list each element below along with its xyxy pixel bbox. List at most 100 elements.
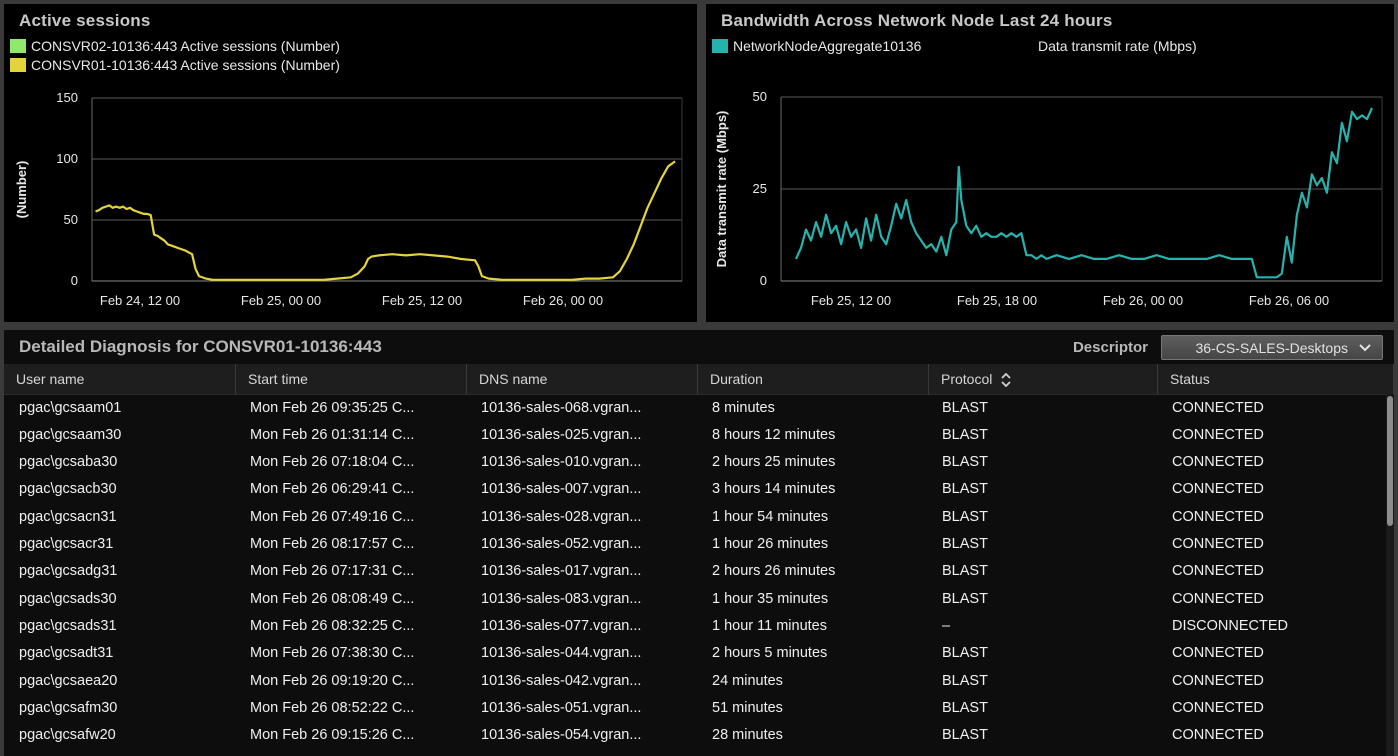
legend-item-network-node[interactable]: NetworkNodeAggregate10136 bbox=[712, 38, 921, 54]
legend-swatch-network-node bbox=[712, 39, 728, 53]
user-name-cell: pgac\gcsacb30 bbox=[19, 481, 117, 498]
user-name-cell: pgac\gcsaam30 bbox=[19, 426, 122, 443]
column-header-start-time[interactable]: Start time bbox=[236, 364, 467, 394]
dns-name-cell: 10136-sales-077.vgran... bbox=[481, 617, 642, 634]
column-header-label: Status bbox=[1170, 371, 1210, 387]
sessions-y-tick-label: 150 bbox=[56, 90, 78, 105]
status-cell: CONNECTED bbox=[1172, 454, 1264, 471]
user-name-cell: pgac\gcsafw20 bbox=[19, 727, 116, 744]
protocol-cell: BLAST bbox=[942, 399, 988, 416]
user-name-cell: pgac\gcsadg31 bbox=[19, 563, 118, 580]
bandwidth-series-line bbox=[794, 107, 1374, 279]
table-row[interactable]: pgac\gcsacb30 Mon Feb 26 06:29:41 C... 101… bbox=[4, 476, 1384, 503]
duration-cell: 1 hour 54 minutes bbox=[712, 508, 829, 525]
dns-name-cell: 10136-sales-083.vgran... bbox=[481, 590, 642, 607]
table-row[interactable]: pgac\gcsaea20 Mon Feb 26 09:19:20 C... 101… bbox=[4, 668, 1384, 695]
legend-swatch-consvr01 bbox=[10, 58, 26, 72]
descriptor-select[interactable]: 36-CS-SALES-Desktops bbox=[1161, 335, 1383, 360]
column-header-dns-name[interactable]: DNS name bbox=[467, 364, 698, 394]
dns-name-cell: 10136-sales-044.vgran... bbox=[481, 645, 642, 662]
table-row[interactable]: pgac\gcsacn31 Mon Feb 26 07:49:16 C... 101… bbox=[4, 504, 1384, 531]
status-cell: CONNECTED bbox=[1172, 672, 1264, 689]
active-sessions-title: Active sessions bbox=[19, 11, 151, 30]
sessions-x-tick-label: Feb 24, 12 00 bbox=[100, 293, 180, 308]
start-time-cell: Mon Feb 26 08:52:22 C... bbox=[250, 699, 415, 716]
sessions-x-tick-label: Feb 25, 12 00 bbox=[382, 293, 462, 308]
table-row[interactable]: pgac\gcsacr31 Mon Feb 26 08:17:57 C... 101… bbox=[4, 531, 1384, 558]
bandwidth-y-tick-label: 25 bbox=[753, 181, 767, 196]
sessions-y-axis-title: (Number) bbox=[14, 161, 29, 219]
active-sessions-panel: Active sessions CONSVR02-10136:443 Activ… bbox=[4, 4, 697, 322]
protocol-cell: BLAST bbox=[942, 454, 988, 471]
table-row[interactable]: pgac\gcsads30 Mon Feb 26 08:08:49 C... 101… bbox=[4, 586, 1384, 613]
active-sessions-chart: 0 50 100 150 Feb 24, 12 00 Feb 25, 00 00 Feb 2… bbox=[14, 90, 683, 308]
dns-name-cell: 10136-sales-028.vgran... bbox=[481, 508, 642, 525]
protocol-cell: BLAST bbox=[942, 563, 988, 580]
sort-icon[interactable] bbox=[1000, 372, 1012, 388]
table-scrollbar[interactable] bbox=[1386, 394, 1394, 756]
scrollbar-thumb[interactable] bbox=[1387, 396, 1393, 526]
table-row[interactable]: pgac\gcsafw20 Mon Feb 26 09:15:26 C... 101… bbox=[4, 722, 1384, 749]
status-cell: CONNECTED bbox=[1172, 481, 1264, 498]
dns-name-cell: 10136-sales-010.vgran... bbox=[481, 454, 642, 471]
start-time-cell: Mon Feb 26 06:29:41 C... bbox=[250, 481, 415, 498]
start-time-cell: Mon Feb 26 07:18:04 C... bbox=[250, 454, 415, 471]
status-cell: CONNECTED bbox=[1172, 590, 1264, 607]
user-name-cell: pgac\gcsads31 bbox=[19, 617, 117, 634]
user-name-cell: pgac\gcsaba30 bbox=[19, 454, 118, 471]
user-name-cell: pgac\gcsaea20 bbox=[19, 672, 118, 689]
dns-name-cell: 10136-sales-052.vgran... bbox=[481, 536, 642, 552]
bandwidth-title: Bandwidth Across Network Node Last 24 ho… bbox=[721, 11, 1113, 30]
duration-cell: 2 hours 5 minutes bbox=[712, 645, 828, 662]
chevron-down-icon bbox=[1356, 336, 1374, 359]
protocol-cell: BLAST bbox=[942, 727, 988, 744]
descriptor-label: Descriptor bbox=[1072, 339, 1148, 356]
bandwidth-y-axis-title: Data transmit rate (Mbps) bbox=[714, 111, 729, 268]
column-header-user-name[interactable]: User name bbox=[4, 364, 236, 394]
duration-cell: 3 hours 14 minutes bbox=[712, 481, 836, 498]
status-cell: CONNECTED bbox=[1172, 508, 1264, 525]
legend-swatch-consvr02 bbox=[10, 39, 26, 53]
protocol-cell: BLAST bbox=[942, 699, 988, 716]
user-name-cell: pgac\gcsadt31 bbox=[19, 645, 114, 662]
start-time-cell: Mon Feb 26 07:17:31 C... bbox=[250, 563, 415, 580]
protocol-cell: BLAST bbox=[942, 672, 988, 689]
duration-cell: 1 hour 11 minutes bbox=[712, 617, 827, 634]
table-row[interactable]: pgac\gcsafm30 Mon Feb 26 08:52:22 C... 101… bbox=[4, 695, 1384, 722]
status-cell: CONNECTED bbox=[1172, 699, 1264, 716]
table-row[interactable]: pgac\gcsads31 Mon Feb 26 08:32:25 C... 101… bbox=[4, 613, 1384, 640]
duration-cell: 2 hours 25 minutes bbox=[712, 454, 836, 471]
bandwidth-x-tick-label: Feb 26, 00 00 bbox=[1103, 293, 1183, 308]
sessions-y-tick-label: 100 bbox=[56, 151, 78, 166]
legend-label-network-node: NetworkNodeAggregate10136 bbox=[733, 38, 922, 54]
column-header-duration[interactable]: Duration bbox=[698, 364, 929, 394]
protocol-cell: BLAST bbox=[942, 426, 988, 443]
user-name-cell: pgac\gcsacn31 bbox=[19, 508, 117, 525]
protocol-cell: BLAST bbox=[942, 645, 988, 662]
start-time-cell: Mon Feb 26 07:38:30 C... bbox=[250, 645, 415, 662]
status-cell: CONNECTED bbox=[1172, 536, 1264, 552]
legend-label-consvr02: CONSVR02-10136:443 Active sessions (Numb… bbox=[31, 38, 340, 54]
table-row[interactable]: pgac\gcsadt31 Mon Feb 26 07:38:30 C... 101… bbox=[4, 640, 1384, 667]
legend-item-consvr02[interactable]: CONSVR02-10136:443 Active sessions (Numb… bbox=[10, 38, 340, 54]
table-row[interactable]: pgac\gcsaba30 Mon Feb 26 07:18:04 C... 101… bbox=[4, 449, 1384, 476]
user-name-cell: pgac\gcsads30 bbox=[19, 590, 117, 607]
column-header-status[interactable]: Status bbox=[1158, 364, 1394, 394]
table-row[interactable]: pgac\gcsadg31 Mon Feb 26 07:17:31 C... 101… bbox=[4, 558, 1384, 585]
column-header-protocol[interactable]: Protocol bbox=[929, 364, 1158, 394]
table-header: User name Start time DNS name Duration Proto… bbox=[4, 364, 1394, 395]
column-header-label: Protocol bbox=[941, 371, 993, 387]
diagnosis-title: Detailed Diagnosis for CONSVR01-10136:44… bbox=[19, 337, 382, 356]
user-name-cell: pgac\gcsafm30 bbox=[19, 699, 118, 716]
detailed-diagnosis-panel: Detailed Diagnosis for CONSVR01-10136:44… bbox=[4, 330, 1394, 756]
sessions-y-tick-label: 50 bbox=[64, 212, 78, 227]
bandwidth-x-tick-label: Feb 25, 18 00 bbox=[957, 293, 1037, 308]
table-row[interactable]: pgac\gcsaam01 Mon Feb 26 09:35:25 C... 101… bbox=[4, 395, 1384, 422]
status-cell: DISCONNECTED bbox=[1172, 617, 1289, 634]
duration-cell: 28 minutes bbox=[712, 727, 783, 744]
duration-cell: 8 hours 12 minutes bbox=[712, 426, 836, 443]
legend-item-consvr01[interactable]: CONSVR01-10136:443 Active sessions (Numb… bbox=[10, 57, 340, 73]
sessions-x-tick-label: Feb 25, 00 00 bbox=[241, 293, 321, 308]
descriptor-value: 36-CS-SALES-Desktops bbox=[1195, 340, 1348, 356]
table-row[interactable]: pgac\gcsaam30 Mon Feb 26 01:31:14 C... 101… bbox=[4, 422, 1384, 449]
